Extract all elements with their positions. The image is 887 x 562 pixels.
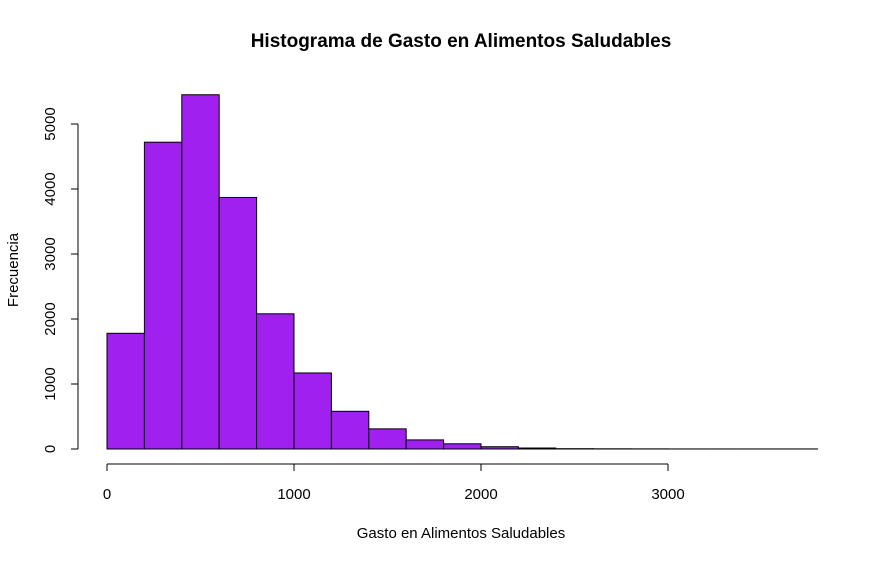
histogram-bar-2 [181, 94, 220, 450]
y-tick-label-3: 3000 [42, 237, 59, 270]
histogram-bar-11 [517, 447, 557, 450]
x-axis-label: Gasto en Alimentos Saludables [357, 525, 565, 542]
histogram-bar-6 [330, 410, 370, 450]
histogram-bar-7 [368, 428, 407, 450]
y-tick-label-5: 5000 [42, 107, 59, 140]
y-tick-label-1: 1000 [42, 367, 59, 400]
y-tick-label-4: 4000 [42, 172, 59, 205]
x-tick-label-3: 3000 [651, 486, 684, 503]
bars-group [106, 94, 819, 450]
histogram-bar-0 [106, 332, 145, 450]
histogram-bar-1 [143, 141, 183, 450]
y-tick-label-0: 0 [42, 445, 59, 453]
histogram-bar-10 [480, 446, 519, 450]
x-tick-label-2: 2000 [464, 486, 497, 503]
histogram-bar-9 [443, 443, 482, 450]
x-tick-label-1: 1000 [277, 486, 310, 503]
y-axis: 0 1000 2000 3000 4000 5000 [42, 107, 79, 453]
chart-title: Histograma de Gasto en Alimentos Saludab… [251, 31, 672, 52]
histogram-bar-4 [256, 313, 295, 450]
y-tick-label-2: 2000 [42, 302, 59, 335]
histogram-bar-5 [293, 372, 332, 450]
histogram-bar-8 [405, 439, 445, 450]
histogram-bar-3 [218, 196, 258, 450]
x-axis: 0 1000 2000 3000 [103, 463, 685, 503]
x-tick-label-0: 0 [103, 486, 111, 503]
y-axis-label: Frecuencia [5, 232, 22, 307]
